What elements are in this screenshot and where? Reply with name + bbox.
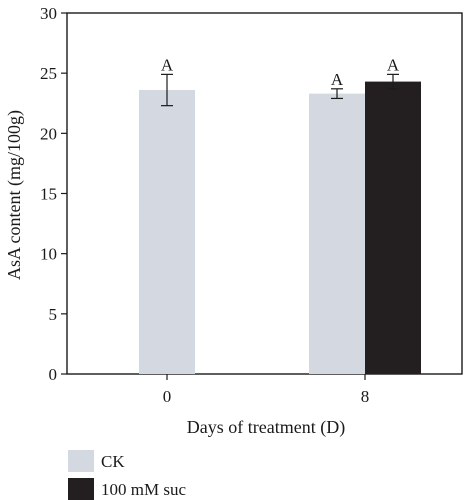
x-axis-title: Days of treatment (D) xyxy=(187,417,345,438)
y-tick-label: 15 xyxy=(40,185,57,204)
y-axis-title: AsA content (mg/100g) xyxy=(4,110,25,280)
bar-significance-label: A xyxy=(161,55,174,74)
bars: AAA xyxy=(139,55,421,374)
bar xyxy=(365,81,421,374)
bar xyxy=(139,90,195,374)
y-tick-label: 0 xyxy=(49,365,58,384)
x-tick-label: 8 xyxy=(361,387,370,406)
bar-significance-label: A xyxy=(387,55,400,74)
x-tick-label: 0 xyxy=(163,387,172,406)
y-tick-label: 10 xyxy=(40,245,57,264)
y-tick-label: 25 xyxy=(40,64,57,83)
legend-label: 100 mM suc xyxy=(101,480,186,499)
y-tick-label: 30 xyxy=(40,4,57,23)
y-tick-label: 20 xyxy=(40,124,57,143)
bar xyxy=(309,93,365,374)
bar-significance-label: A xyxy=(331,70,344,89)
legend-swatch xyxy=(68,478,94,500)
legend: CK 100 mM suc xyxy=(68,450,186,500)
y-tick-label: 5 xyxy=(49,305,58,324)
legend-label: CK xyxy=(101,452,125,471)
y-axis: 0 5 10 15 20 25 30 xyxy=(40,4,67,384)
legend-swatch xyxy=(68,450,94,472)
